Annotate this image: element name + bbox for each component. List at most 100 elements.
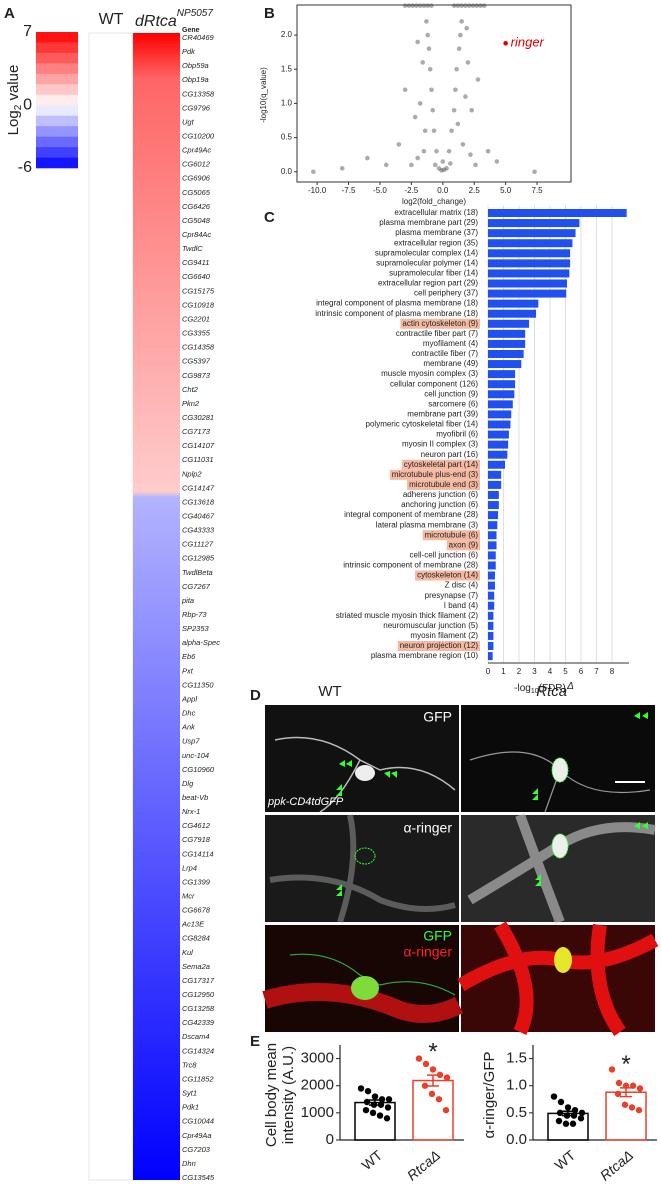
panel-label: C: [264, 209, 275, 226]
label-sub: 2: [13, 104, 24, 110]
point: [455, 3, 461, 8]
x-axis-label: -log10(FDR): [514, 683, 566, 695]
point: [436, 1071, 444, 1079]
point: [430, 107, 436, 113]
point: [385, 1096, 393, 1103]
colorbar-step: [36, 84, 78, 96]
point: [577, 1115, 585, 1122]
label-highlight: [446, 540, 480, 551]
gene-label: CR40469: [182, 33, 215, 42]
label-highlight: [401, 459, 480, 470]
category-label: intrinsic component of plasma membrane (…: [315, 309, 478, 318]
category-label: supramolecular complex (14): [375, 248, 478, 257]
label-highlight: [422, 530, 480, 541]
point: [615, 1079, 623, 1087]
point: [412, 114, 418, 120]
point: [422, 1060, 430, 1068]
point: [428, 1090, 436, 1098]
bar: [488, 370, 516, 379]
channel-label: GFP: [423, 928, 452, 944]
x-tick-label: 3: [532, 667, 537, 676]
cell-body: [551, 757, 569, 783]
gene-label: CG12985: [182, 554, 215, 563]
gene-label: CG5397: [182, 357, 211, 366]
category-label: cytoskeletal part (14): [404, 460, 479, 469]
point: [432, 162, 438, 168]
label-main: Log: [5, 110, 22, 135]
significance: *: [428, 1038, 437, 1065]
y-tick-label: 0.5: [506, 1104, 527, 1121]
y-tick-label: 1.5: [281, 64, 293, 73]
point: [420, 60, 425, 65]
bar: [488, 561, 496, 570]
point: [494, 159, 500, 164]
point: [378, 1096, 386, 1103]
point: [384, 1104, 392, 1111]
point: [417, 3, 423, 8]
gene-label: CG10044: [182, 1117, 214, 1126]
point: [569, 1120, 577, 1127]
gene-label: CG7918: [182, 835, 211, 844]
category-label: neuron part (16): [421, 450, 479, 459]
channel-label: α-ringer: [403, 944, 452, 960]
gene-label: Cpr49Aa: [182, 1131, 212, 1140]
y-tick-label: 3000: [301, 1050, 334, 1067]
bar: [488, 591, 495, 600]
gene-label: CG6678: [182, 906, 211, 915]
point: [466, 3, 472, 8]
y-tick-label: 1.0: [281, 99, 293, 108]
category-label: extracellular matrix (18): [394, 208, 478, 217]
gene-label: Pdk: [182, 47, 196, 56]
point: [475, 77, 481, 82]
gene-label: CG6906: [182, 174, 211, 183]
category-label: plasma membrane (37): [395, 228, 478, 237]
y-tick-label: 0: [326, 1131, 334, 1148]
gene-label: CG6426: [182, 202, 211, 211]
point: [311, 169, 316, 175]
category-label: microtubule (6): [425, 530, 479, 539]
gene-label: Dhn: [182, 1159, 196, 1168]
point: [383, 1115, 391, 1122]
point: [473, 162, 478, 168]
colorbar-step: [36, 136, 78, 148]
bar: [488, 642, 494, 651]
gene-label: unc-104: [182, 751, 209, 760]
gene-label: CG6012: [182, 160, 211, 169]
bar: [488, 480, 502, 489]
bar: [488, 440, 509, 449]
label-highlight: [400, 318, 480, 329]
point: [448, 161, 453, 166]
gene-label: CG10918: [182, 300, 215, 309]
point: [370, 1101, 378, 1108]
gene-label: CG42339: [182, 1018, 215, 1027]
point: [451, 107, 457, 113]
gene-label: CG13358: [182, 89, 215, 98]
category-label: membrane part (39): [407, 410, 478, 419]
point: [434, 148, 439, 154]
bar: [488, 652, 493, 661]
bar: [488, 269, 570, 278]
category-label: neuromuscular junction (5): [383, 621, 478, 630]
neuron-merge-wt: [289, 953, 456, 996]
bar: [488, 631, 494, 640]
point: [470, 3, 476, 8]
point: [562, 1120, 570, 1127]
cell-body: [554, 947, 572, 973]
x-tick-label: -10.0: [308, 186, 327, 195]
gene-label: Ac13E: [181, 920, 205, 929]
nerve-wt: [269, 814, 456, 923]
point: [429, 3, 434, 8]
x-axis-label: log2(fold_change): [402, 197, 466, 206]
y-tick-label: 0.0: [281, 167, 293, 176]
point: [468, 152, 473, 157]
point: [555, 1117, 563, 1125]
gene-label: Ank: [181, 723, 196, 732]
y-tick-label: 2.0: [281, 30, 293, 39]
category-label: plasma membrane region (10): [371, 651, 478, 660]
category-label: actin cytoskeleton (9): [402, 319, 478, 328]
label-highlight: [415, 570, 480, 581]
gene-label: Mcr: [182, 892, 195, 901]
point: [409, 162, 414, 168]
bar: [488, 581, 495, 590]
y-axis-label: intensity (A.U.): [280, 1046, 297, 1144]
